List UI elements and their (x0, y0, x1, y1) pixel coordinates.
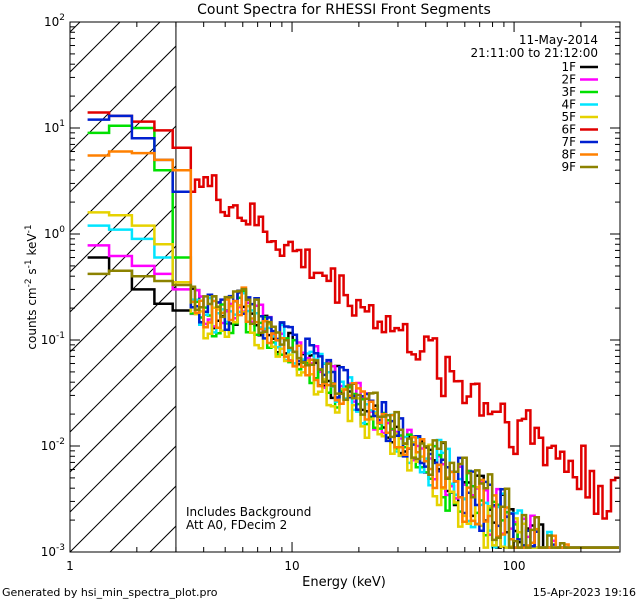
hatch-line (70, 445, 176, 552)
legend-label-9F: 9F (561, 160, 576, 174)
legend-label-4F: 4F (561, 98, 576, 112)
hatch-line (230, 0, 640, 552)
hatched-region (0, 0, 640, 552)
legend-label-5F: 5F (561, 110, 576, 124)
hatch-line (70, 22, 121, 73)
hatch-line (70, 125, 176, 233)
time-range-label: 21:11:00 to 21:12:00 (471, 46, 598, 60)
series-line-3F (87, 124, 619, 549)
series-line-6F (87, 111, 619, 520)
chart-title: Count Spectra for RHESSI Front Segments (197, 2, 491, 18)
hatch-line (70, 205, 176, 313)
legend-label-8F: 8F (561, 148, 576, 162)
hatch-line (0, 0, 110, 552)
footer-generated: Generated by hsi_min_spectra_plot.pro (2, 586, 218, 599)
legend-label-3F: 3F (561, 85, 576, 99)
plot-frame (69, 21, 621, 553)
series-line-5F (87, 211, 619, 549)
y-axis-label: counts cm-2 s-1 keV-1 (24, 224, 39, 349)
hatch-line (350, 0, 640, 552)
hatch-line (70, 365, 176, 473)
legend-label-1F: 1F (561, 60, 576, 74)
y-tick-label: 10-1 (41, 331, 65, 347)
hatch-line (70, 22, 161, 113)
x-tick-label: 10 (284, 559, 299, 573)
date-label: 11-May-2014 (519, 33, 598, 47)
footer-timestamp: 15-Apr-2023 19:16 (533, 586, 636, 599)
x-axis-label: Energy (keV) (302, 575, 386, 590)
hatch-line (70, 165, 176, 273)
y-tick-label: 101 (44, 119, 65, 135)
series-line-9F (87, 269, 619, 549)
y-tick-label: 102 (44, 13, 65, 29)
series-line-7F (87, 114, 619, 549)
y-tick-label: 10-2 (41, 437, 65, 453)
x-tick-label: 100 (503, 559, 526, 573)
legend-label-7F: 7F (561, 135, 576, 149)
hatch-line (70, 245, 176, 353)
y-tick-label: 10-3 (41, 543, 65, 559)
legend-label-6F: 6F (561, 123, 576, 137)
note-background: Includes Background (186, 505, 311, 519)
hatch-line (70, 405, 176, 513)
y-tick-label: 100 (44, 225, 65, 241)
hatch-line (70, 45, 176, 153)
x-tick-label: 1 (66, 559, 74, 573)
note-attenuator: Att A0, FDecim 2 (186, 518, 287, 532)
legend-label-2F: 2F (561, 73, 576, 87)
series-line-8F (87, 150, 619, 549)
